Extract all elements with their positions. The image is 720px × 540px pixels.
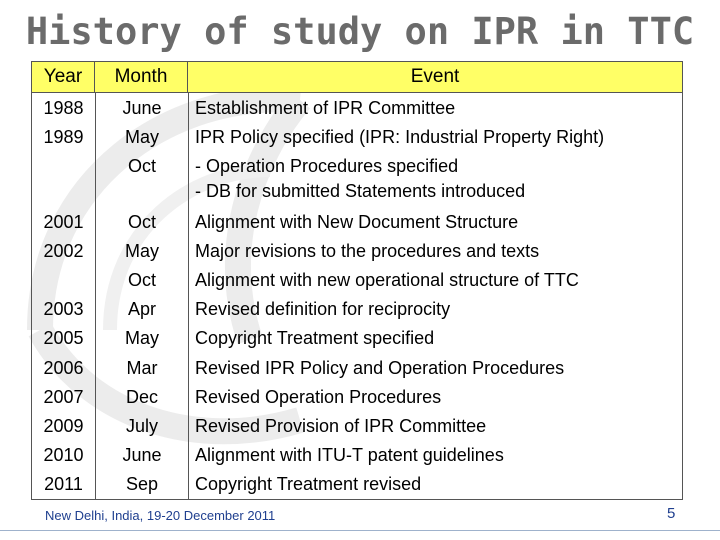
page-number: 5	[667, 505, 676, 522]
row-event: - Operation Procedures specified	[195, 156, 459, 177]
row-event: Copyright Treatment revised	[195, 474, 422, 495]
row-event: IPR Policy specified (IPR: Industrial Pr…	[195, 127, 605, 148]
header-month: Month	[95, 61, 188, 93]
row-event: Alignment with New Document Structure	[195, 211, 519, 232]
row-month: Oct	[127, 270, 156, 290]
row-event: - DB for submitted Statements introduced	[195, 181, 526, 202]
row-event: Revised definition for reciprocity	[195, 299, 451, 320]
row-year: 2009	[43, 416, 84, 436]
month-column: June May Oct Oct May Oct Apr May Mar Dec July June S…	[95, 93, 189, 500]
year-column: 1988 1989 2001 2002 2003 2005 2006 2007 2009 2010…	[31, 93, 96, 500]
row-event: Establishment of IPR Committee	[195, 98, 456, 118]
row-year: 2005	[43, 328, 84, 349]
row-event: Revised IPR Policy and Operation Procedu…	[195, 357, 565, 378]
bottom-rule	[0, 530, 720, 531]
row-event: Major revisions to the procedures and te…	[195, 240, 540, 261]
row-month: May	[124, 240, 159, 261]
row-year: 2010	[43, 445, 84, 466]
row-year: 2003	[43, 299, 84, 320]
row-month: June	[122, 98, 162, 118]
row-month: July	[125, 416, 158, 436]
row-month: Oct	[127, 211, 156, 232]
row-year: 2011	[44, 474, 83, 495]
row-event: Revised Provision of IPR Committee	[195, 416, 487, 436]
row-year: 2002	[43, 240, 84, 261]
header-event: Event	[188, 61, 683, 93]
row-year: 1988	[43, 98, 84, 118]
row-month: Sep	[125, 474, 159, 495]
row-event: Revised Operation Procedures	[195, 386, 442, 407]
row-month: Mar	[126, 357, 158, 378]
row-month: June	[122, 445, 162, 466]
row-month: May	[124, 127, 159, 148]
row-year: 1989	[43, 127, 84, 148]
row-month: Apr	[127, 299, 156, 320]
row-month: May	[124, 328, 159, 349]
row-event: Copyright Treatment specified	[195, 328, 435, 349]
slide-title: History of study on IPR in TTC	[25, 10, 695, 53]
row-year: 2007	[43, 386, 84, 407]
footer-location-date: New Delhi, India, 19-20 December 2011	[45, 508, 276, 523]
row-month: Oct	[127, 156, 156, 177]
row-month: Dec	[125, 386, 158, 407]
header-year: Year	[31, 61, 95, 93]
row-year: 2006	[43, 357, 84, 378]
history-table: Year Month Event 1988 1989 2001 2002 2003 200…	[31, 61, 683, 500]
event-column: Establishment of IPR Committee IPR Policy…	[188, 93, 683, 500]
row-year: 2001	[43, 211, 84, 232]
row-event: Alignment with ITU-T patent guidelines	[195, 445, 504, 466]
row-event: Alignment with new operational structure…	[195, 270, 579, 290]
